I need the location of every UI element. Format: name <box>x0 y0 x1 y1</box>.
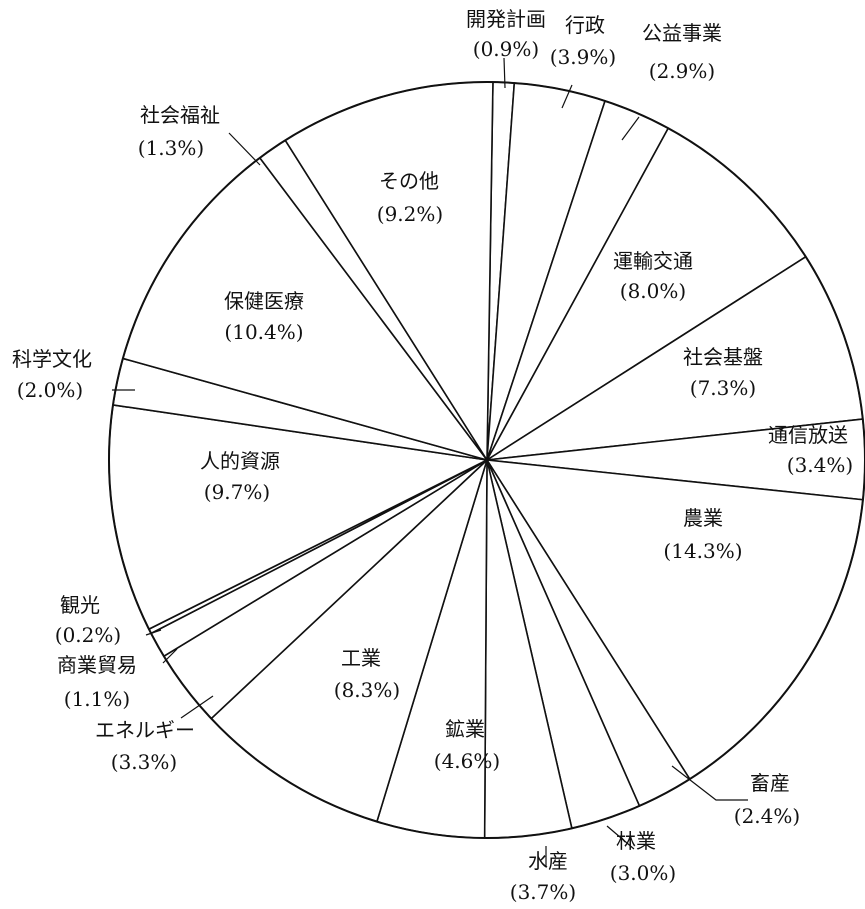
pie-outline <box>108 81 865 839</box>
slice-label: 水産 <box>528 849 568 873</box>
slice-value-label: (2.9%) <box>649 59 715 83</box>
slice-value-label: (1.3%) <box>138 136 204 160</box>
slice-value-label: (14.3%) <box>663 539 742 563</box>
slice-label: 保健医療 <box>224 289 304 313</box>
slice-label: 社会基盤 <box>683 345 763 369</box>
slice-label: 科学文化 <box>12 347 92 371</box>
slice-value-label: (3.3%) <box>111 750 177 774</box>
slice-value-label: (0.9%) <box>473 37 539 61</box>
leader-line <box>145 629 162 636</box>
slice-label: 工業 <box>341 646 381 670</box>
slice-label: 開発計画 <box>466 7 546 31</box>
leader-line <box>671 765 748 801</box>
slice-value-label: (1.1%) <box>64 687 130 711</box>
slice-label: 行政 <box>565 13 605 37</box>
slice-label: 運輸交通 <box>613 249 693 273</box>
slice-value-label: (2.4%) <box>734 804 800 828</box>
slice-label: 林業 <box>616 829 656 853</box>
leader-line <box>503 57 506 89</box>
slice-value-label: (8.0%) <box>620 279 686 303</box>
slice-label: 通信放送 <box>768 423 848 447</box>
slice-label: 観光 <box>60 593 100 617</box>
slice-value-label: (3.7%) <box>510 880 576 904</box>
slice-value-label: (3.4%) <box>787 453 853 477</box>
slice-label: エネルギー <box>95 718 195 742</box>
slice-label: その他 <box>379 169 439 193</box>
slice-labels: 開発計画 (0.9%) 行政 (3.9%) 公益事業 (2.9%) 運輸交通 (8.0%) 社会… <box>12 7 853 904</box>
slice-label: 人的資源 <box>200 449 280 473</box>
pie-slices <box>108 81 865 839</box>
leader-line <box>180 695 214 719</box>
slice-value-label: (3.0%) <box>610 861 676 885</box>
slice-label: 農業 <box>683 506 723 530</box>
leader-lines <box>112 57 748 866</box>
leader-line <box>162 648 178 664</box>
leader-line <box>228 132 261 166</box>
slice-value-label: (10.4%) <box>224 320 303 344</box>
slice-value-label: (9.7%) <box>204 480 270 504</box>
leader-line <box>621 116 640 141</box>
slice-label: 商業貿易 <box>57 653 137 677</box>
slice-value-label: (0.2%) <box>55 623 121 647</box>
leader-line <box>606 825 635 850</box>
slice-value-label: (3.9%) <box>550 45 616 69</box>
slice-label: 社会福祉 <box>140 103 220 127</box>
slice-value-label: (7.3%) <box>690 376 756 400</box>
slice-label: 畜産 <box>750 771 790 795</box>
slice-value-label: (2.0%) <box>17 378 83 402</box>
slice-value-label: (8.3%) <box>334 678 400 702</box>
slice-value-label: (4.6%) <box>434 749 500 773</box>
slice-value-label: (9.2%) <box>377 202 443 226</box>
slice-label: 公益事業 <box>642 21 722 45</box>
slice-label: 鉱業 <box>445 717 485 741</box>
leader-line <box>561 84 573 109</box>
